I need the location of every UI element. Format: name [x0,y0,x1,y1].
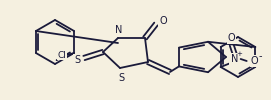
Text: O: O [159,16,167,26]
Text: -: - [259,51,262,61]
Text: O: O [228,33,235,43]
Text: O: O [230,54,238,64]
Text: N: N [115,25,123,35]
Text: N: N [231,54,238,64]
Text: S: S [74,55,80,65]
Text: Cl: Cl [58,50,66,60]
Text: +: + [237,51,243,57]
Text: S: S [118,73,124,83]
Text: O: O [251,56,259,66]
